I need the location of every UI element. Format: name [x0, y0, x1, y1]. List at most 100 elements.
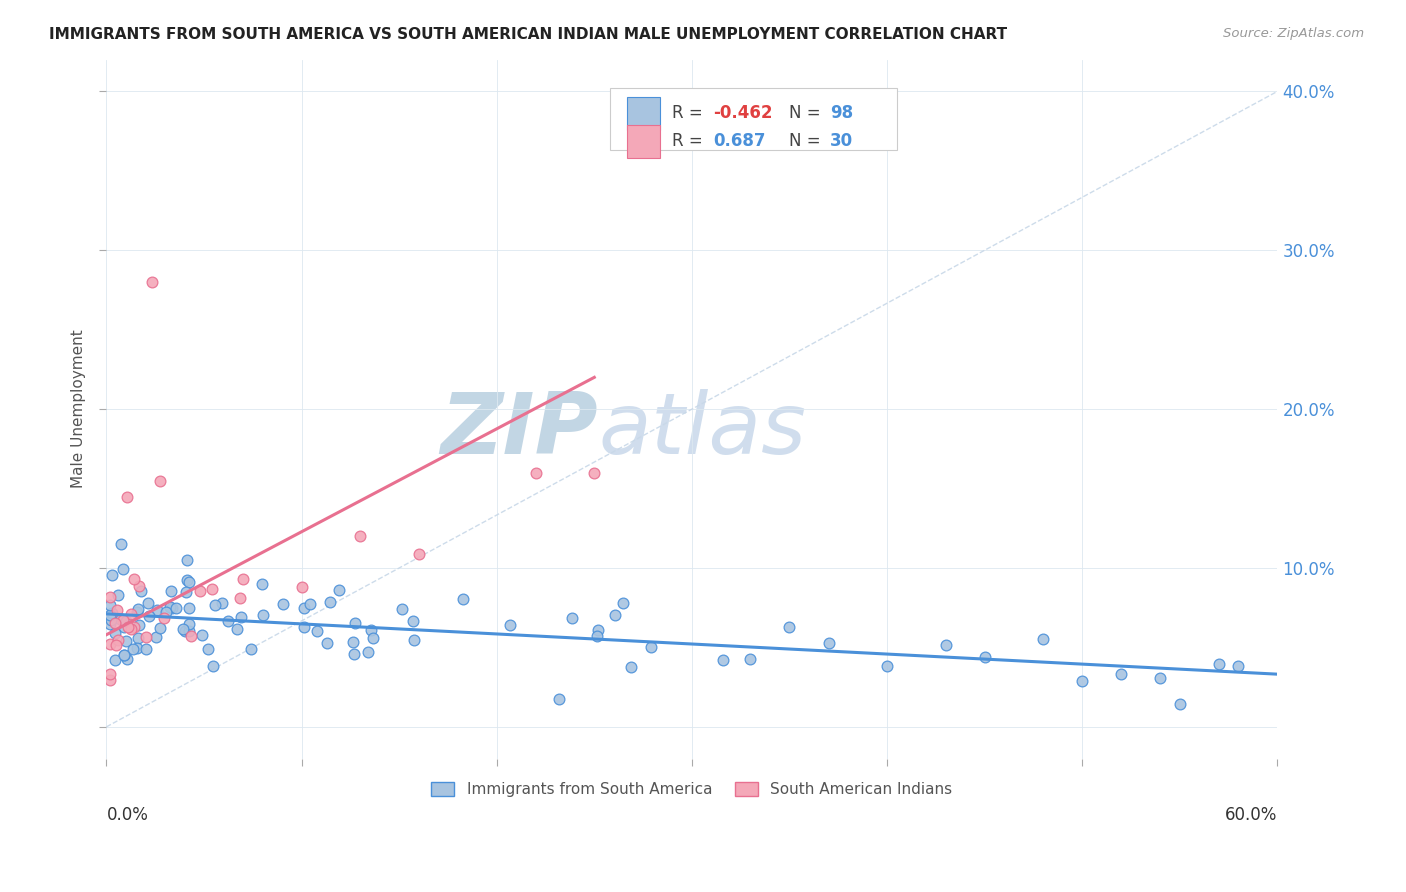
- Point: [120, 622, 142, 636]
- Point: [328, 582, 350, 597]
- Point: [177, 601, 200, 615]
- Point: [451, 592, 474, 607]
- Point: [292, 620, 315, 634]
- Point: [179, 574, 201, 589]
- FancyBboxPatch shape: [610, 87, 897, 151]
- Point: [1109, 667, 1132, 681]
- Text: 30: 30: [830, 132, 853, 151]
- Point: [232, 573, 254, 587]
- Point: [290, 580, 312, 594]
- Point: [125, 606, 148, 620]
- Legend: Immigrants from South America, South American Indians: Immigrants from South America, South Ame…: [426, 776, 959, 804]
- Point: [145, 630, 167, 644]
- Point: [316, 636, 339, 650]
- Point: [127, 632, 149, 646]
- Point: [136, 596, 159, 610]
- Point: [117, 620, 139, 634]
- Point: [1032, 632, 1054, 646]
- Point: [152, 611, 174, 625]
- Point: [217, 614, 239, 628]
- Point: [548, 691, 571, 706]
- Point: [135, 641, 157, 656]
- Point: [110, 612, 132, 626]
- Point: [148, 474, 170, 488]
- Point: [499, 618, 522, 632]
- Y-axis label: Male Unemployment: Male Unemployment: [72, 330, 86, 489]
- Point: [176, 553, 198, 567]
- Point: [165, 601, 187, 615]
- Point: [138, 608, 160, 623]
- Text: 0.0%: 0.0%: [107, 806, 148, 824]
- Point: [107, 589, 129, 603]
- Text: N =: N =: [789, 104, 825, 122]
- Point: [177, 617, 200, 632]
- Point: [524, 466, 547, 480]
- Point: [135, 630, 157, 644]
- Text: ZIP: ZIP: [440, 389, 598, 472]
- Point: [127, 602, 149, 616]
- Point: [104, 615, 127, 630]
- Text: R =: R =: [672, 132, 709, 151]
- Point: [586, 623, 609, 637]
- Text: 60.0%: 60.0%: [1225, 806, 1278, 824]
- Point: [160, 583, 183, 598]
- Point: [202, 658, 225, 673]
- Point: [176, 574, 198, 588]
- Point: [98, 673, 121, 687]
- Point: [271, 597, 294, 611]
- Point: [211, 596, 233, 610]
- Text: 0.687: 0.687: [713, 132, 765, 151]
- Text: 98: 98: [830, 104, 853, 122]
- Point: [204, 599, 226, 613]
- Point: [603, 608, 626, 623]
- Point: [98, 616, 121, 631]
- Point: [711, 653, 734, 667]
- Point: [740, 651, 762, 665]
- Text: atlas: atlas: [598, 389, 806, 472]
- Text: IMMIGRANTS FROM SOUTH AMERICA VS SOUTH AMERICAN INDIAN MALE UNEMPLOYMENT CORRELA: IMMIGRANTS FROM SOUTH AMERICA VS SOUTH A…: [49, 27, 1007, 42]
- Point: [349, 528, 371, 542]
- Point: [342, 634, 364, 648]
- Point: [110, 537, 132, 551]
- Point: [356, 644, 378, 658]
- Point: [176, 585, 198, 599]
- Point: [125, 640, 148, 655]
- Point: [104, 653, 127, 667]
- Point: [112, 648, 135, 662]
- Point: [149, 621, 172, 635]
- Point: [177, 624, 200, 639]
- Point: [229, 591, 252, 606]
- Point: [112, 648, 135, 663]
- Text: R =: R =: [672, 104, 709, 122]
- Point: [360, 623, 382, 637]
- Point: [252, 607, 274, 622]
- Point: [1208, 657, 1230, 672]
- Point: [122, 620, 145, 634]
- Point: [129, 584, 152, 599]
- Point: [98, 637, 121, 651]
- Text: N =: N =: [789, 132, 825, 151]
- Point: [120, 607, 142, 622]
- Point: [98, 591, 121, 605]
- Point: [973, 649, 995, 664]
- Point: [876, 659, 898, 673]
- Point: [115, 490, 138, 504]
- Point: [817, 636, 839, 650]
- Point: [1071, 673, 1094, 688]
- Point: [141, 275, 163, 289]
- Point: [180, 629, 202, 643]
- Point: [197, 642, 219, 657]
- Point: [105, 603, 128, 617]
- Point: [108, 611, 131, 625]
- Point: [231, 610, 253, 624]
- Point: [201, 582, 224, 596]
- Point: [612, 595, 634, 609]
- Point: [561, 610, 583, 624]
- Text: -0.462: -0.462: [713, 104, 772, 122]
- Point: [112, 613, 135, 627]
- Point: [935, 638, 957, 652]
- Point: [160, 601, 183, 615]
- Point: [779, 620, 801, 634]
- Point: [115, 634, 138, 648]
- Point: [124, 572, 146, 586]
